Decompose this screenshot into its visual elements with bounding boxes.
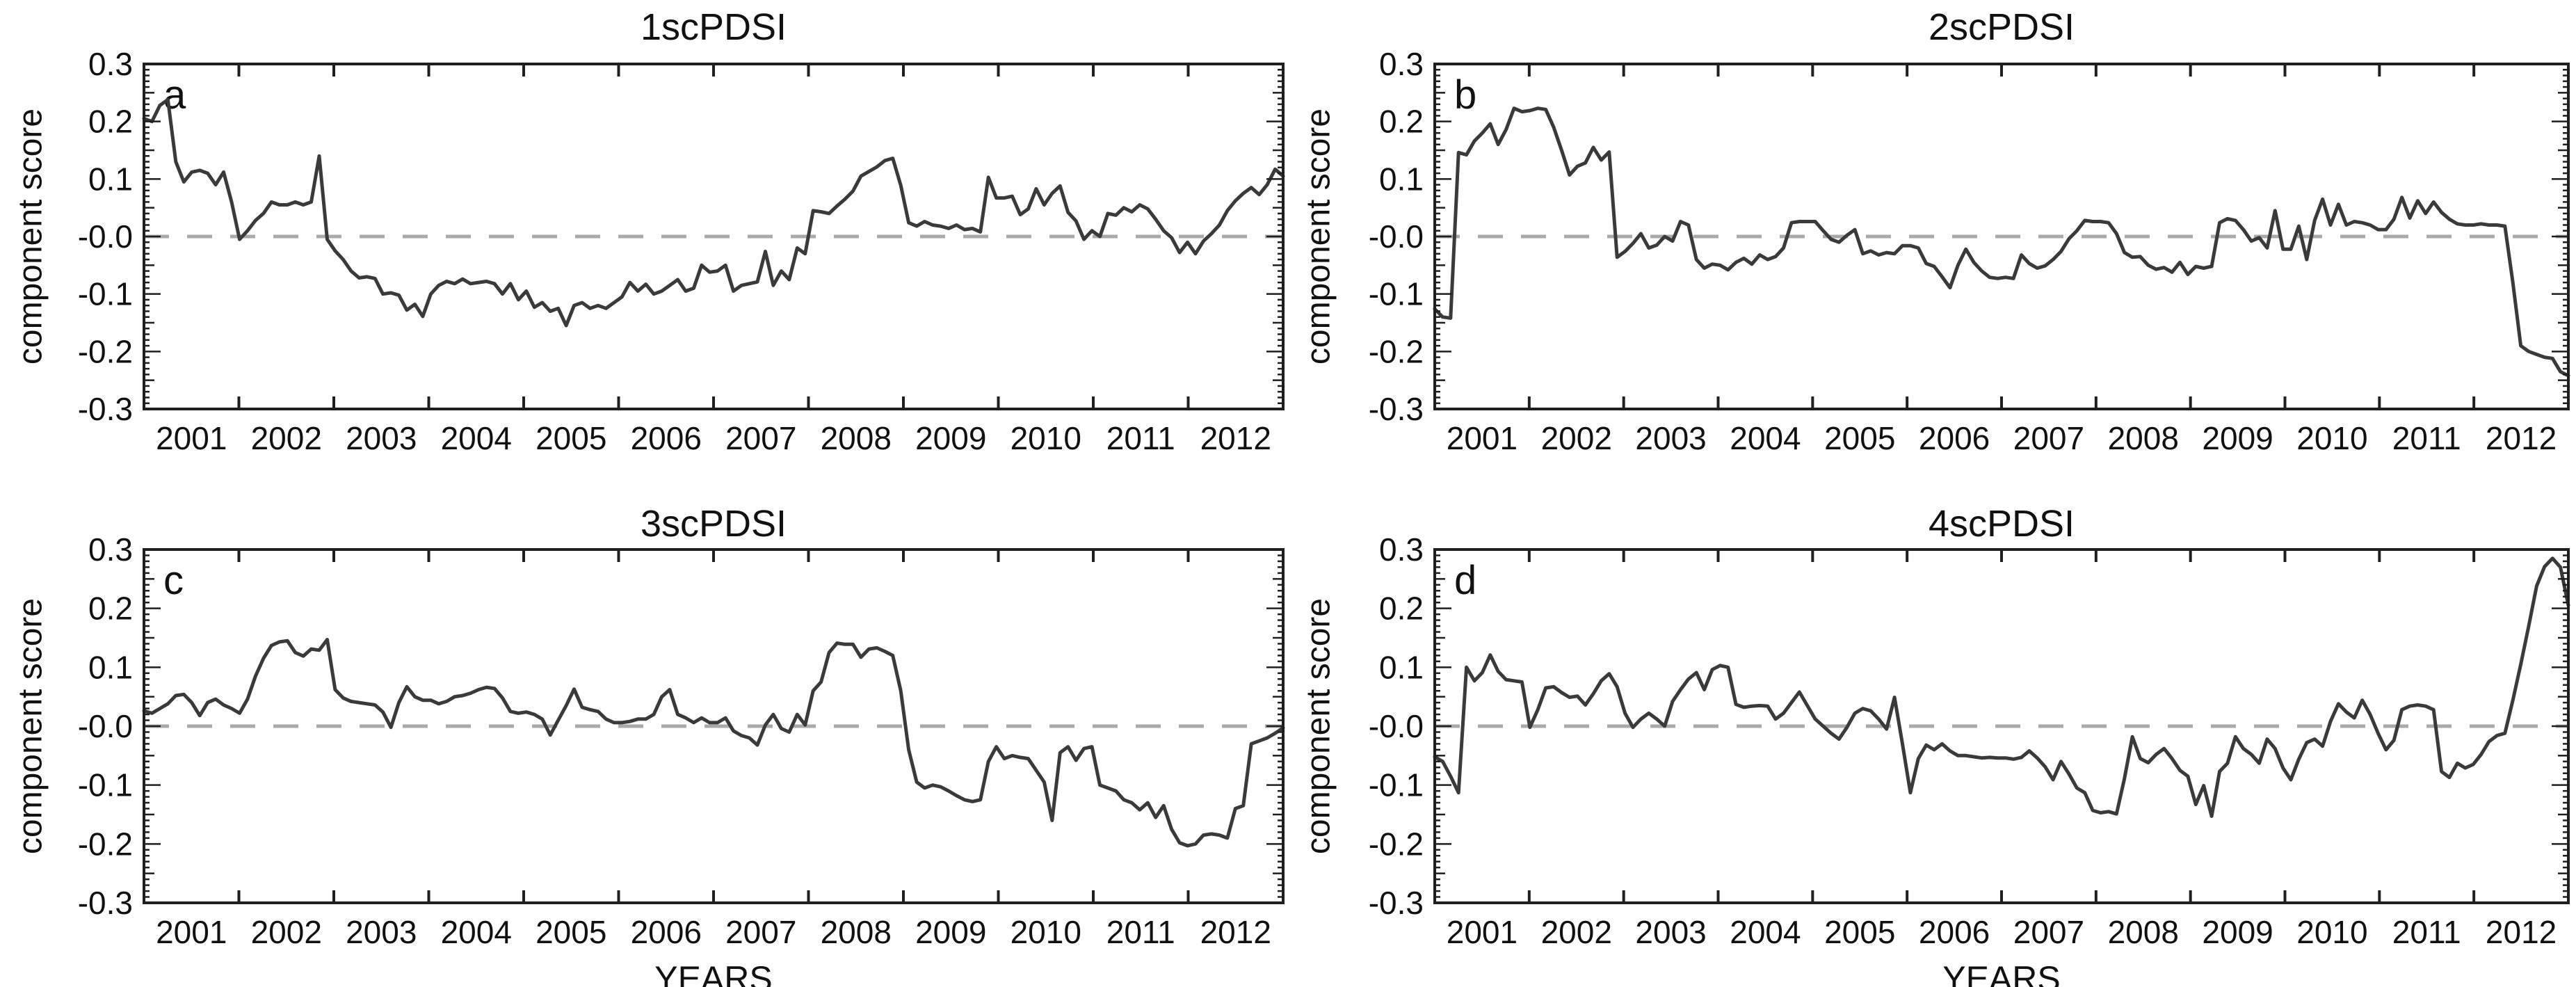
y-tick-label: -0.3 xyxy=(1369,391,1424,427)
x-tick-label: 2002 xyxy=(1541,420,1612,456)
y-tick-label: -0.0 xyxy=(1369,708,1424,744)
x-tick-label: 2010 xyxy=(2296,420,2367,456)
panel-title-1scpdsi: 1scPDSI xyxy=(640,6,787,48)
x-tick-label: 2007 xyxy=(725,914,796,950)
y-tick-label: 0.3 xyxy=(88,531,133,568)
x-tick-label: 2008 xyxy=(2108,420,2179,456)
panel-title-3scpdsi: 3scPDSI xyxy=(640,503,787,545)
x-tick-label: 2008 xyxy=(2108,914,2179,950)
x-axis-label-years: YEARS xyxy=(1942,959,2061,987)
y-tick-label: -0.2 xyxy=(78,826,133,862)
x-tick-label: 2001 xyxy=(1447,420,1518,456)
x-tick-label: 2007 xyxy=(2013,914,2084,950)
x-tick-label: 2012 xyxy=(2486,914,2557,950)
y-tick-label: 0.1 xyxy=(1379,161,1424,197)
x-tick-label: 2005 xyxy=(536,420,606,456)
y-tick-label: -0.1 xyxy=(1369,276,1424,312)
panel-3scpdsi: 3scPDSI c component score YEARS 0.3 0.2 0.… xyxy=(0,459,1288,987)
y-tick-label: -0.0 xyxy=(78,708,133,744)
x-tick-label: 2009 xyxy=(915,420,986,456)
x-tick-label: 2003 xyxy=(1635,420,1706,456)
x-tick-label: 2002 xyxy=(1541,914,1612,950)
y-tick-label: 0.3 xyxy=(88,46,133,82)
x-tick-label: 2009 xyxy=(2202,914,2273,950)
y-tick-label: -0.1 xyxy=(1369,767,1424,803)
y-tick-label: -0.0 xyxy=(78,218,133,255)
y-tick-label: 0.2 xyxy=(1379,104,1424,140)
y-tick-label: 0.3 xyxy=(1379,531,1424,568)
x-tick-label: 2007 xyxy=(2013,420,2084,456)
x-tick-label: 2008 xyxy=(821,420,892,456)
y-tick-label: 0.2 xyxy=(88,591,133,627)
y-tick-label: -0.2 xyxy=(1369,333,1424,369)
plot-area-1scpdsi: 0.3 0.2 0.1 -0.0 -0.1 -0.2 -0.3 2001 2002 2003 200… xyxy=(78,46,1285,456)
y-tick-label: 0.1 xyxy=(88,161,133,197)
x-tick-label: 2003 xyxy=(1635,914,1706,950)
x-tick-label: 2012 xyxy=(1200,420,1271,456)
y-tick-label: -0.1 xyxy=(78,276,133,312)
x-tick-label: 2008 xyxy=(821,914,892,950)
y-tick-label: -0.3 xyxy=(78,391,133,427)
x-tick-label: 2011 xyxy=(1106,420,1175,456)
x-tick-label: 2002 xyxy=(251,420,322,456)
x-tick-label: 2006 xyxy=(1919,420,1990,456)
y-tick-label: -0.3 xyxy=(78,885,133,921)
panel-letter-d: d xyxy=(1454,558,1477,603)
plot-area-3scpdsi: 0.3 0.2 0.1 -0.0 -0.1 -0.2 -0.3 2001 2002 2003 200… xyxy=(78,531,1285,950)
panel-1scpdsi: 1scPDSI a component score 0.3 0.2 0.1 -0.0-… xyxy=(0,0,1288,459)
x-tick-label: 2003 xyxy=(346,420,417,456)
x-tick-label: 2007 xyxy=(725,420,796,456)
plot-area-4scpdsi: 0.3 0.2 0.1 -0.0 -0.1 -0.2 -0.3 2001 2002 2003 200… xyxy=(1369,531,2570,950)
x-tick-label: 2005 xyxy=(1824,914,1895,950)
panel-letter-a: a xyxy=(163,72,186,118)
x-tick-label: 2010 xyxy=(1011,420,1081,456)
x-tick-label: 2010 xyxy=(1011,914,1081,950)
x-tick-label: 2004 xyxy=(441,914,512,950)
x-tick-label: 2001 xyxy=(1447,914,1518,950)
x-tick-label: 2012 xyxy=(1200,914,1271,950)
x-tick-label: 2011 xyxy=(2392,914,2461,950)
y-tick-label: -0.1 xyxy=(78,767,133,803)
x-tick-label: 2006 xyxy=(631,914,702,950)
panel-2scpdsi: 2scPDSI b component score 0.3 0.2 0.1 -0.0-… xyxy=(1288,0,2576,459)
y-tick-label: 0.2 xyxy=(1379,591,1424,627)
x-tick-label: 2010 xyxy=(2296,914,2367,950)
panel-letter-c: c xyxy=(163,558,184,603)
x-tick-label: 2006 xyxy=(631,420,702,456)
x-tick-label: 2006 xyxy=(1919,914,1990,950)
x-tick-label: 2011 xyxy=(2392,420,2461,456)
x-tick-label: 2004 xyxy=(441,420,512,456)
y-tick-label: -0.2 xyxy=(78,333,133,369)
x-tick-label: 2011 xyxy=(1106,914,1175,950)
panel-letter-b: b xyxy=(1454,72,1477,118)
x-tick-label: 2005 xyxy=(536,914,606,950)
x-tick-label: 2003 xyxy=(346,914,417,950)
x-tick-label: 2002 xyxy=(251,914,322,950)
panel-title-2scpdsi: 2scPDSI xyxy=(1928,6,2075,48)
plot-area-2scpdsi: 0.3 0.2 0.1 -0.0 -0.1 -0.2 -0.3 2001 2002 2003 200… xyxy=(1369,46,2570,456)
x-axis-label-years: YEARS xyxy=(654,959,773,987)
x-tick-label: 2001 xyxy=(156,420,227,456)
y-tick-label: -0.0 xyxy=(1369,218,1424,255)
x-tick-label: 2009 xyxy=(915,914,986,950)
x-tick-label: 2012 xyxy=(2486,420,2557,456)
x-tick-label: 2009 xyxy=(2202,420,2273,456)
y-tick-label: -0.3 xyxy=(1369,885,1424,921)
panel-4scpdsi: 4scPDSI d component score YEARS 0.3 0.2 0.… xyxy=(1288,459,2576,987)
y-tick-label: 0.2 xyxy=(88,104,133,140)
y-tick-label: -0.2 xyxy=(1369,826,1424,862)
y-tick-label: 0.1 xyxy=(1379,649,1424,685)
y-tick-label: 0.1 xyxy=(88,649,133,685)
x-tick-label: 2005 xyxy=(1824,420,1895,456)
x-tick-label: 2001 xyxy=(156,914,227,950)
x-tick-label: 2004 xyxy=(1730,914,1801,950)
panel-title-4scpdsi: 4scPDSI xyxy=(1928,503,2075,545)
y-tick-label: 0.3 xyxy=(1379,46,1424,82)
x-tick-label: 2004 xyxy=(1730,420,1801,456)
